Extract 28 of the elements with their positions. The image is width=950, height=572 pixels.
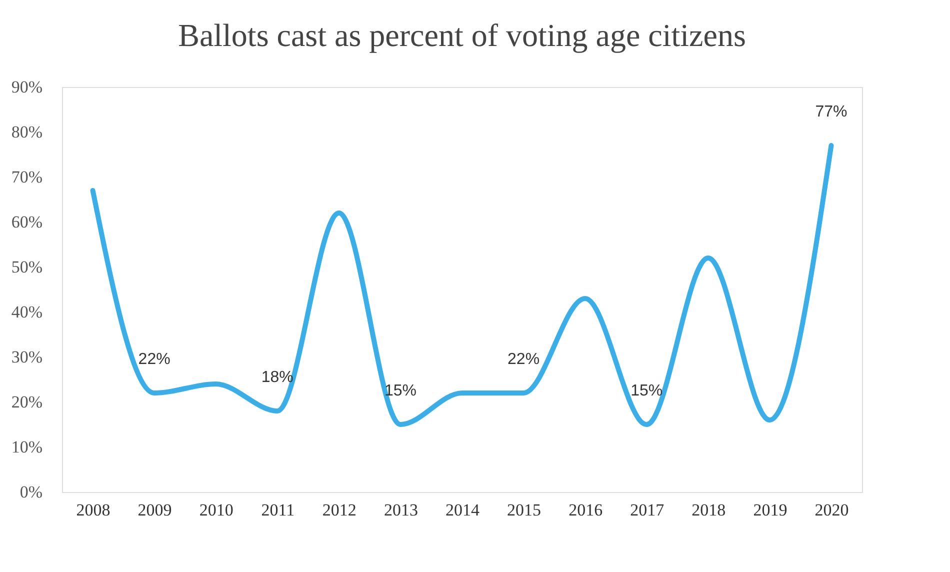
x-tick-label: 2008 [76, 500, 110, 520]
x-tick-label: 2015 [507, 500, 542, 520]
x-tick-label: 2016 [568, 500, 603, 520]
y-tick-label: 90% [11, 78, 42, 96]
y-tick-label: 50% [11, 258, 42, 276]
data-label: 77% [815, 104, 848, 120]
x-tick-label: 2009 [138, 500, 172, 520]
x-tick-label: 2019 [753, 500, 788, 520]
x-tick-label: 2017 [630, 500, 665, 520]
y-tick-label: 70% [11, 168, 42, 186]
x-tick-label: 2010 [199, 500, 234, 520]
x-tick-label: 2013 [384, 500, 418, 520]
chart-title: Ballots cast as percent of voting age citizens [178, 17, 746, 53]
x-tick-label: 2014 [446, 500, 480, 520]
data-label: 22% [138, 351, 170, 368]
data-label: 15% [630, 382, 663, 400]
y-tick-label: 80% [11, 122, 42, 142]
y-tick-label: 0% [20, 482, 42, 502]
y-tick-label: 20% [11, 392, 42, 412]
data-label: 22% [508, 351, 540, 368]
x-tick-label: 2012 [322, 500, 356, 520]
x-tick-label: 2018 [692, 500, 726, 520]
x-tick-label: 2020 [814, 500, 849, 520]
x-tick-label: 2011 [261, 500, 295, 520]
y-tick-label: 30% [11, 348, 42, 366]
y-tick-label: 60% [11, 212, 42, 232]
y-tick-label: 40% [11, 302, 42, 322]
y-tick-label: 10% [11, 438, 42, 456]
